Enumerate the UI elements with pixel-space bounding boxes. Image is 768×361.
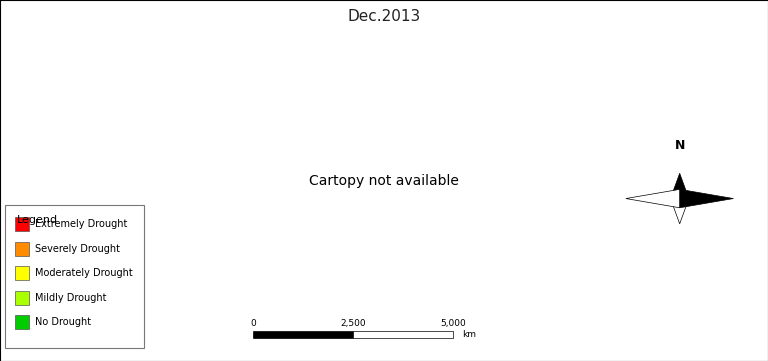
Text: No Drought: No Drought <box>35 317 91 327</box>
Text: Extremely Drought: Extremely Drought <box>35 219 127 229</box>
Text: Mildly Drought: Mildly Drought <box>35 293 107 303</box>
Text: 0: 0 <box>250 319 257 329</box>
Text: Dec.2013: Dec.2013 <box>347 9 421 24</box>
Polygon shape <box>680 189 733 208</box>
Text: 2,500: 2,500 <box>340 319 366 329</box>
Text: Legend: Legend <box>17 215 58 225</box>
Text: Moderately Drought: Moderately Drought <box>35 268 133 278</box>
Text: N: N <box>674 139 685 152</box>
Text: Severely Drought: Severely Drought <box>35 244 121 254</box>
Polygon shape <box>670 173 689 199</box>
Polygon shape <box>670 199 689 224</box>
Polygon shape <box>626 189 680 208</box>
Text: Cartopy not available: Cartopy not available <box>309 174 459 187</box>
Text: km: km <box>462 330 476 339</box>
Text: 5,000: 5,000 <box>440 319 466 329</box>
